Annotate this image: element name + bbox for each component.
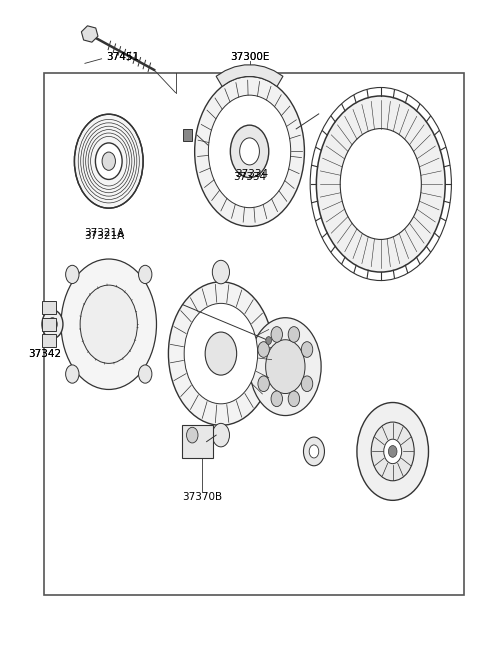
Polygon shape xyxy=(82,26,98,42)
Circle shape xyxy=(240,138,259,165)
Bar xyxy=(181,425,213,458)
Circle shape xyxy=(102,152,116,170)
Circle shape xyxy=(288,327,300,343)
Circle shape xyxy=(139,265,152,284)
Circle shape xyxy=(265,340,305,394)
Circle shape xyxy=(301,342,313,358)
Circle shape xyxy=(258,342,269,358)
Circle shape xyxy=(195,77,304,227)
Circle shape xyxy=(303,437,324,466)
Circle shape xyxy=(384,440,402,464)
Circle shape xyxy=(258,376,269,392)
Text: 37342: 37342 xyxy=(28,348,61,358)
Text: 37300E: 37300E xyxy=(230,52,269,62)
Circle shape xyxy=(266,337,272,345)
Circle shape xyxy=(388,445,397,457)
Text: 37342: 37342 xyxy=(28,348,61,358)
Circle shape xyxy=(212,423,229,447)
Circle shape xyxy=(271,391,283,407)
Text: 37300E: 37300E xyxy=(230,52,269,62)
Bar xyxy=(42,301,56,314)
Circle shape xyxy=(371,422,414,481)
Bar xyxy=(42,318,56,331)
Circle shape xyxy=(66,265,79,284)
Circle shape xyxy=(74,114,143,208)
Polygon shape xyxy=(216,65,283,86)
Circle shape xyxy=(357,403,429,500)
Circle shape xyxy=(271,327,283,343)
Text: 37334: 37334 xyxy=(235,169,268,179)
Circle shape xyxy=(61,259,156,390)
Circle shape xyxy=(250,318,321,415)
Bar xyxy=(42,334,56,347)
Text: 37451: 37451 xyxy=(107,52,140,62)
Circle shape xyxy=(66,365,79,383)
Circle shape xyxy=(168,282,274,425)
Circle shape xyxy=(340,128,421,240)
Text: 37321A: 37321A xyxy=(84,231,124,241)
Text: 37334: 37334 xyxy=(233,172,266,183)
Circle shape xyxy=(301,376,313,392)
Circle shape xyxy=(208,95,291,208)
Circle shape xyxy=(48,318,57,331)
Bar xyxy=(44,73,464,595)
Text: 37370B: 37370B xyxy=(182,492,222,502)
Circle shape xyxy=(288,391,300,407)
Circle shape xyxy=(316,96,445,272)
Circle shape xyxy=(139,365,152,383)
Circle shape xyxy=(309,445,319,458)
Circle shape xyxy=(212,260,229,284)
Text: 37451: 37451 xyxy=(107,52,140,62)
Circle shape xyxy=(96,143,122,179)
Circle shape xyxy=(184,303,258,404)
Bar xyxy=(183,129,192,141)
Text: 37321A: 37321A xyxy=(84,228,124,238)
Circle shape xyxy=(42,310,63,339)
Circle shape xyxy=(80,285,137,364)
Circle shape xyxy=(187,427,198,443)
Circle shape xyxy=(230,125,269,178)
Circle shape xyxy=(205,332,237,375)
